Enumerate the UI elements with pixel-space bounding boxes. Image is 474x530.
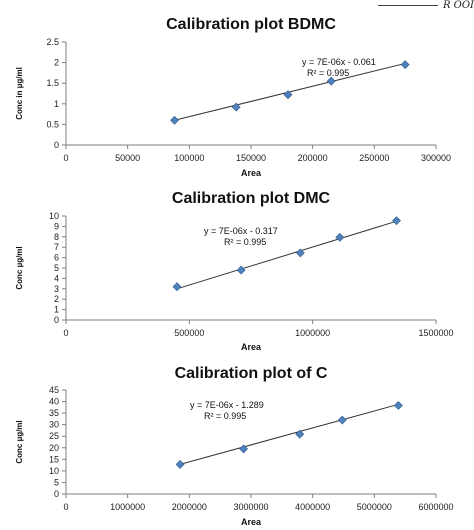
x-tick-label: 50000: [115, 153, 140, 163]
y-tick-label: 5: [54, 477, 59, 487]
data-point: [393, 401, 403, 410]
corner-decoration-line: [378, 5, 438, 6]
y-tick-label: 9: [54, 221, 59, 231]
y-tick-label: 15: [49, 454, 59, 464]
data-point: [326, 76, 336, 86]
y-tick-label: 40: [49, 397, 59, 407]
x-tick-label: 300000: [421, 153, 451, 163]
y-axis-label: Conc µg/ml: [15, 420, 24, 463]
data-point: [172, 282, 182, 292]
x-tick-label: 100000: [174, 153, 204, 163]
data-point: [236, 265, 246, 275]
x-tick-label: 5000000: [357, 502, 392, 512]
data-point: [335, 232, 345, 242]
y-tick-label: 1.5: [46, 78, 59, 88]
y-tick-label: 0: [54, 489, 59, 499]
x-tick-label: 1000000: [295, 328, 330, 338]
y-tick-label: 0.5: [46, 119, 59, 129]
data-point: [295, 248, 305, 258]
y-tick-label: 2.5: [46, 37, 59, 47]
trendline: [176, 220, 397, 290]
x-tick-label: 2000000: [172, 502, 207, 512]
x-tick-label: 0: [63, 153, 68, 163]
corner-text-fragment: R OOI: [442, 0, 474, 11]
data-point: [239, 444, 249, 454]
y-tick-label: 8: [54, 232, 59, 242]
data-point: [175, 459, 185, 469]
y-tick-label: 4: [54, 273, 59, 283]
data-point: [400, 60, 410, 70]
y-tick-label: 0: [54, 315, 59, 325]
y-tick-label: 3: [54, 284, 59, 294]
data-point: [231, 102, 241, 112]
y-tick-label: 25: [49, 431, 59, 441]
x-axis-label: Area: [241, 342, 262, 352]
y-tick-label: 6: [54, 253, 59, 263]
data-point: [283, 90, 293, 100]
x-tick-label: 150000: [236, 153, 266, 163]
y-axis-label: Conc in µg/ml: [15, 67, 24, 120]
y-tick-label: 5: [54, 263, 59, 273]
y-tick-label: 10: [49, 211, 59, 221]
x-tick-label: 3000000: [233, 502, 268, 512]
x-tick-label: 1000000: [110, 502, 145, 512]
x-tick-label: 6000000: [418, 502, 453, 512]
x-tick-label: 200000: [298, 153, 328, 163]
chart-title: Calibration plot DMC: [172, 190, 331, 207]
x-tick-label: 1500000: [418, 328, 453, 338]
y-tick-label: 20: [49, 443, 59, 453]
y-tick-label: 10: [49, 466, 59, 476]
x-tick-label: 0: [63, 328, 68, 338]
y-tick-label: 2: [54, 294, 59, 304]
data-point: [392, 216, 401, 226]
r-squared-label: R² = 0.995: [204, 411, 246, 421]
x-tick-label: 4000000: [295, 502, 330, 512]
data-point: [170, 115, 179, 125]
trendline-equation: y = 7E-06x - 0.061: [302, 57, 376, 67]
y-tick-label: 2: [54, 58, 59, 68]
data-point: [337, 415, 347, 425]
y-tick-label: 1: [54, 99, 59, 109]
y-tick-label: 45: [49, 385, 59, 395]
trendline-equation: y = 7E-06x - 1.289: [190, 400, 264, 410]
x-axis-label: Area: [241, 168, 262, 178]
y-tick-label: 30: [49, 420, 59, 430]
trendline: [174, 62, 406, 121]
r-squared-label: R² = 0.995: [224, 237, 266, 247]
x-tick-label: 250000: [359, 153, 389, 163]
y-tick-label: 1: [54, 305, 59, 315]
r-squared-label: R² = 0.995: [307, 68, 349, 78]
y-tick-label: 0: [54, 140, 59, 150]
y-axis-label: Conc µg/ml: [15, 246, 24, 289]
x-axis-label: Area: [241, 517, 262, 527]
trendline: [179, 403, 399, 465]
chart-title: Calibration plot BDMC: [166, 16, 336, 33]
y-tick-label: 35: [49, 408, 59, 418]
x-tick-label: 0: [63, 502, 68, 512]
x-tick-label: 500000: [174, 328, 204, 338]
data-point: [295, 429, 305, 439]
chart-title: Calibration plot of C: [175, 365, 328, 382]
y-tick-label: 7: [54, 242, 59, 252]
trendline-equation: y = 7E-06x - 0.317: [204, 226, 278, 236]
